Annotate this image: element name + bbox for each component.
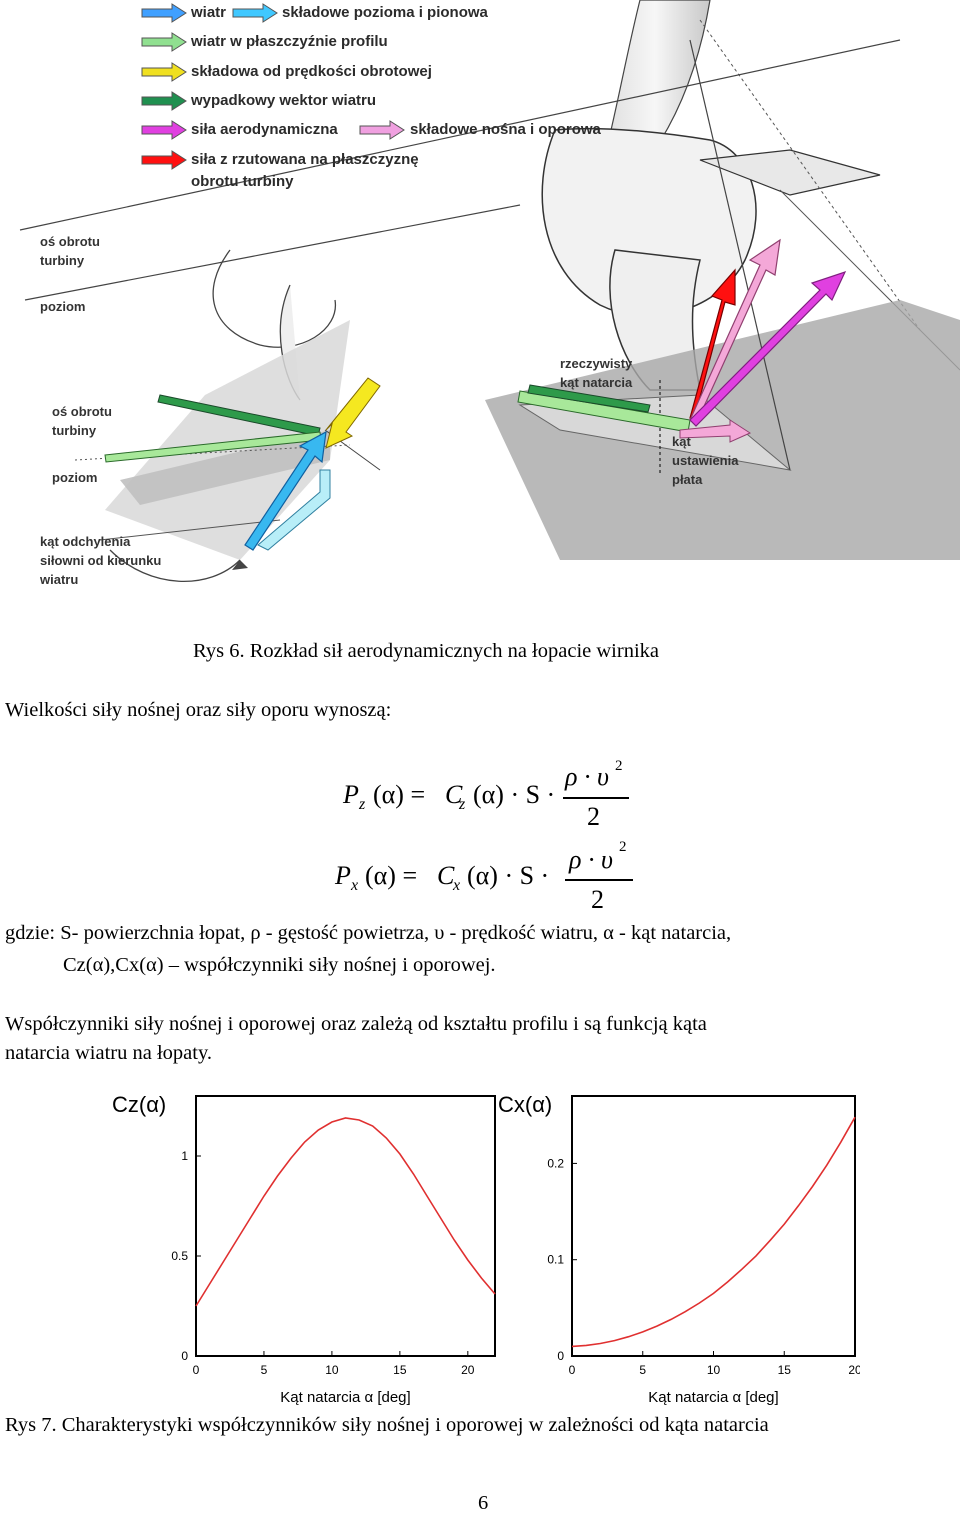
legend-plaszczyzna-profilu: wiatr w płaszczyźnie profilu	[191, 33, 388, 50]
x-tick-label: 10	[707, 1363, 721, 1377]
equation-drag: P x (α) = C x (α) · S · ρ · υ 2 2	[335, 839, 645, 915]
label-kat-odchylenia: kąt odchylenia siłowni od kierunku wiatr…	[40, 534, 162, 587]
equation-lift: P z (α) = C z (α) · S · ρ · υ 2 2	[343, 758, 643, 832]
eq2-coef: C	[437, 861, 455, 890]
legend-skladowe: składowe pozioma i pionowa	[282, 4, 488, 21]
eq2-coef-sub: x	[453, 877, 461, 894]
x-tick-label: 15	[778, 1363, 792, 1377]
right-scene	[485, 0, 960, 560]
x-tick-label: 0	[193, 1363, 200, 1377]
eq1-exp: 2	[615, 758, 623, 774]
chart-title: Cz(α)	[112, 1092, 166, 1117]
series-line	[571, 1116, 856, 1348]
legend-arrow-icon	[141, 150, 187, 170]
legend-predkosc-obrotowa: składowa od prędkości obrotowej	[191, 63, 432, 80]
caption-rys7: Rys 7. Charakterystyki współczynników si…	[5, 1414, 769, 1436]
gdzie-line-2: Cz(α),Cx(α) – współczynniki siły nośnej …	[63, 954, 496, 976]
legend-arrow-icon	[232, 3, 278, 23]
chart-title: Cx(α)	[498, 1092, 552, 1117]
eq1-coef-sub: z	[459, 796, 466, 813]
x-tick-label: 20	[848, 1363, 860, 1377]
chart-cz: 0 5 10 15 20 0 0.5 1 Cz(α) Kąt natarcia α [deg]	[112, 1092, 496, 1406]
chart-cx: 0 5 10 15 20 0 0.1 0.2 Cx(α) Kąt natarcia α [deg]	[498, 1092, 860, 1406]
legend-arrow-icon	[141, 3, 187, 23]
eq1-lhs: P	[343, 780, 359, 809]
legend-arrow-icon	[141, 91, 187, 111]
label-os-obrotu-bottom: oś obrotu turbiny	[52, 404, 112, 438]
eq1-arg2: (α) · S ·	[473, 780, 556, 809]
eq2-exp: 2	[619, 839, 627, 855]
x-tick-label: 15	[393, 1363, 407, 1377]
intro-text: Wielkości siły nośnej oraz siły oporu wy…	[5, 699, 392, 721]
gdzie-line-1: gdzie: S- powierzchnia łopat, ρ - gęstoś…	[5, 922, 732, 944]
eq1-den: 2	[587, 802, 600, 831]
legend-wiatr: wiatr	[191, 4, 227, 21]
y-tick-label: 1	[181, 1149, 188, 1163]
legend-arrow-icon	[141, 120, 187, 140]
legend-arrow-icon	[141, 32, 187, 52]
eq2-num: ρ · υ	[569, 845, 613, 874]
label-kat-ustawienia: kąt ustawienia płata	[672, 434, 739, 487]
figure-rys6: wiatr składowe pozioma i pionowa wiatr w…	[0, 0, 960, 610]
y-tick-label: 0.2	[547, 1156, 564, 1170]
y-tick-label: 0.5	[171, 1249, 188, 1263]
x-tick-label: 5	[261, 1363, 268, 1377]
right-arrows	[517, 238, 847, 443]
eq1-coef: C	[445, 780, 463, 809]
x-axis-label: Kąt natarcia α [deg]	[648, 1389, 778, 1406]
legend-sila-z-cont: obrotu turbiny	[191, 173, 294, 190]
eq2-arg2: (α) · S ·	[467, 861, 550, 890]
plot-frame	[195, 1095, 496, 1357]
wind-turbine-diagram	[19, 0, 960, 583]
plot-frame	[571, 1095, 856, 1357]
legend-nosna-oporowa: składowe nośna i oporowa	[410, 121, 601, 138]
page-number: 6	[478, 1492, 489, 1514]
left-scene	[19, 39, 901, 583]
label-poziom-top: poziom	[40, 299, 86, 314]
y-tick-label: 0	[181, 1349, 188, 1363]
eq2-lhs: P	[335, 861, 351, 890]
legend-wypadkowy: wypadkowy wektor wiatru	[191, 92, 377, 109]
eq1-sub: z	[359, 796, 366, 813]
eq2-sub: x	[351, 877, 359, 894]
eq2-arg: (α) =	[365, 861, 418, 890]
y-tick-label: 0.1	[547, 1253, 564, 1267]
paragraph-line-2: natarcia wiatru na łopaty.	[5, 1042, 212, 1064]
x-tick-label: 5	[639, 1363, 646, 1377]
x-tick-label: 10	[325, 1363, 339, 1377]
x-axis-label: Kąt natarcia α [deg]	[280, 1389, 410, 1406]
eq2-den: 2	[591, 885, 604, 914]
paragraph-line-1: Współczynniki siły nośnej i oporowej ora…	[5, 1013, 707, 1035]
legend-arrows	[141, 3, 405, 170]
eq1-num: ρ · υ	[565, 762, 609, 791]
caption-rys6: Rys 6. Rozkład sił aerodynamicznych na ł…	[193, 640, 659, 662]
x-tick-label: 20	[461, 1363, 475, 1377]
y-tick-label: 0	[557, 1349, 564, 1363]
series-line	[195, 1117, 496, 1307]
legend-aerodynamiczna: siła aerodynamiczna	[191, 121, 338, 138]
x-tick-label: 0	[569, 1363, 576, 1377]
label-poziom-bottom: poziom	[52, 470, 98, 485]
legend-sila-z: siła z rzutowana na płaszczyznę	[191, 151, 419, 168]
legend-arrow-icon	[359, 120, 405, 140]
label-os-obrotu-top: oś obrotu turbiny	[40, 234, 100, 268]
eq1-arg: (α) =	[373, 780, 426, 809]
label-kat-natarcia: rzeczywisty kąt natarcia	[560, 356, 633, 390]
eq1-fraction-bar	[563, 797, 629, 799]
eq2-fraction-bar	[565, 879, 633, 881]
legend-arrow-icon	[141, 62, 187, 82]
left-arrows	[104, 377, 381, 551]
